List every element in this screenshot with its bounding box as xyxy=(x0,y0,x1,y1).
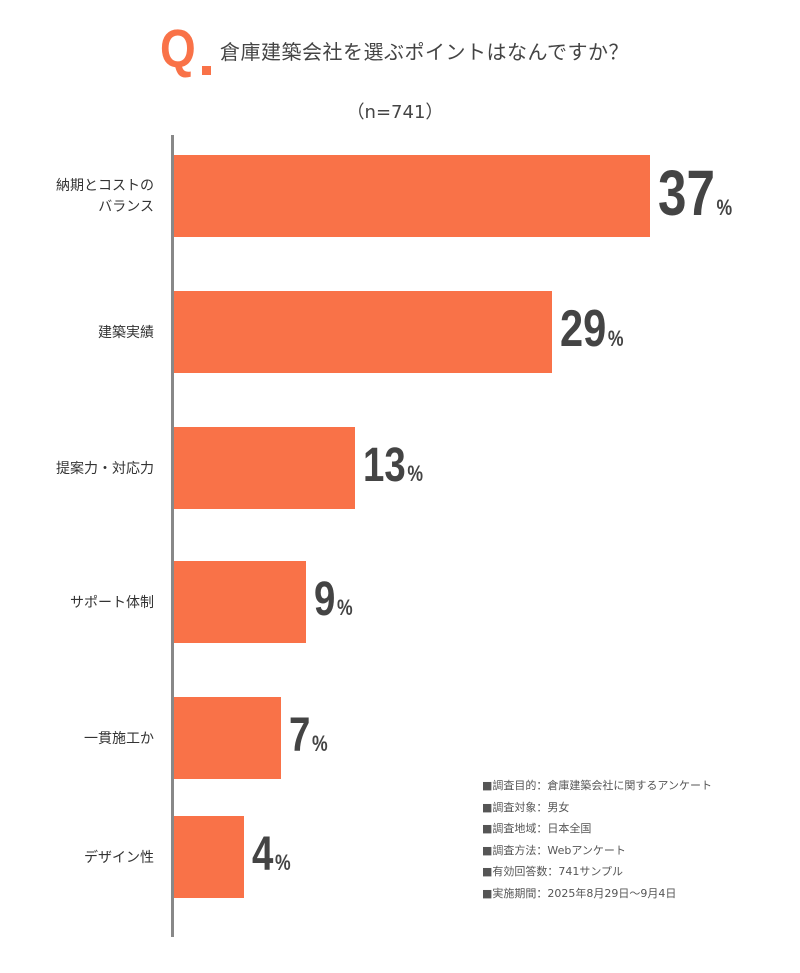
category-label-line: バランス xyxy=(98,199,154,215)
category-label-line: 建築実績 xyxy=(98,324,154,341)
note-samples: ■有効回答数：741サンプル xyxy=(482,865,624,878)
bar-5 xyxy=(174,697,282,779)
data-label-unit: % xyxy=(716,194,733,220)
bar-2 xyxy=(174,291,552,373)
data-label: 29% xyxy=(560,303,624,355)
data-label-value: 37 xyxy=(658,156,716,229)
category-label-line: 提案力・対応力 xyxy=(56,460,154,477)
data-label-unit: % xyxy=(407,460,423,486)
category-label: 一貫施工か xyxy=(4,729,154,750)
data-label-value: 29 xyxy=(559,300,606,359)
data-label-value: 9 xyxy=(313,572,336,626)
category-label-line: 納期とコストの xyxy=(56,178,154,194)
data-label-unit: % xyxy=(607,326,624,352)
data-label-unit: % xyxy=(275,849,291,875)
category-label: 提案力・対応力 xyxy=(4,459,154,480)
category-label: 納期とコストのバランス xyxy=(4,176,154,218)
category-label-line: デザイン性 xyxy=(84,849,154,866)
note-purpose: ■調査目的：倉庫建築会社に関するアンケート xyxy=(482,779,712,792)
category-label-line: 一貫施工か xyxy=(84,730,154,747)
data-label-unit: % xyxy=(312,730,328,756)
bar-3 xyxy=(174,427,355,509)
category-label: サポート体制 xyxy=(4,593,154,614)
chart-title: 倉庫建築会社を選ぶポイントはなんですか？ xyxy=(220,40,629,64)
category-label: 建築実績 xyxy=(4,323,154,344)
data-label: 9% xyxy=(313,572,353,626)
data-label: 37% xyxy=(658,161,732,225)
data-label: 13% xyxy=(362,438,423,492)
bar-6 xyxy=(174,816,245,898)
data-label-value: 7 xyxy=(289,708,311,762)
data-label: 4% xyxy=(252,827,291,881)
q-mark: Q xyxy=(160,19,196,79)
sample-size: （n=741） xyxy=(346,102,444,123)
category-label: デザイン性 xyxy=(4,848,154,869)
note-region: ■調査地域：日本全国 xyxy=(482,822,592,835)
data-label-value: 13 xyxy=(362,438,406,492)
note-method: ■調査方法：Webアンケート xyxy=(482,843,626,857)
data-label-value: 4 xyxy=(252,827,274,881)
note-target: ■調査対象：男女 xyxy=(482,800,570,814)
bar-4 xyxy=(174,561,306,643)
bar-1 xyxy=(174,155,651,237)
data-label: 7% xyxy=(289,708,328,762)
survey-notes: ■調査目的：倉庫建築会社に関するアンケート ■調査対象：男女 ■調査地域：日本全… xyxy=(482,775,712,904)
q-dot xyxy=(202,66,211,75)
data-label-unit: % xyxy=(336,594,353,620)
y-axis-line xyxy=(171,135,174,937)
category-label-line: サポート体制 xyxy=(70,594,154,611)
note-period: ■実施期間：2025年8月29日～9月4日 xyxy=(482,886,677,900)
